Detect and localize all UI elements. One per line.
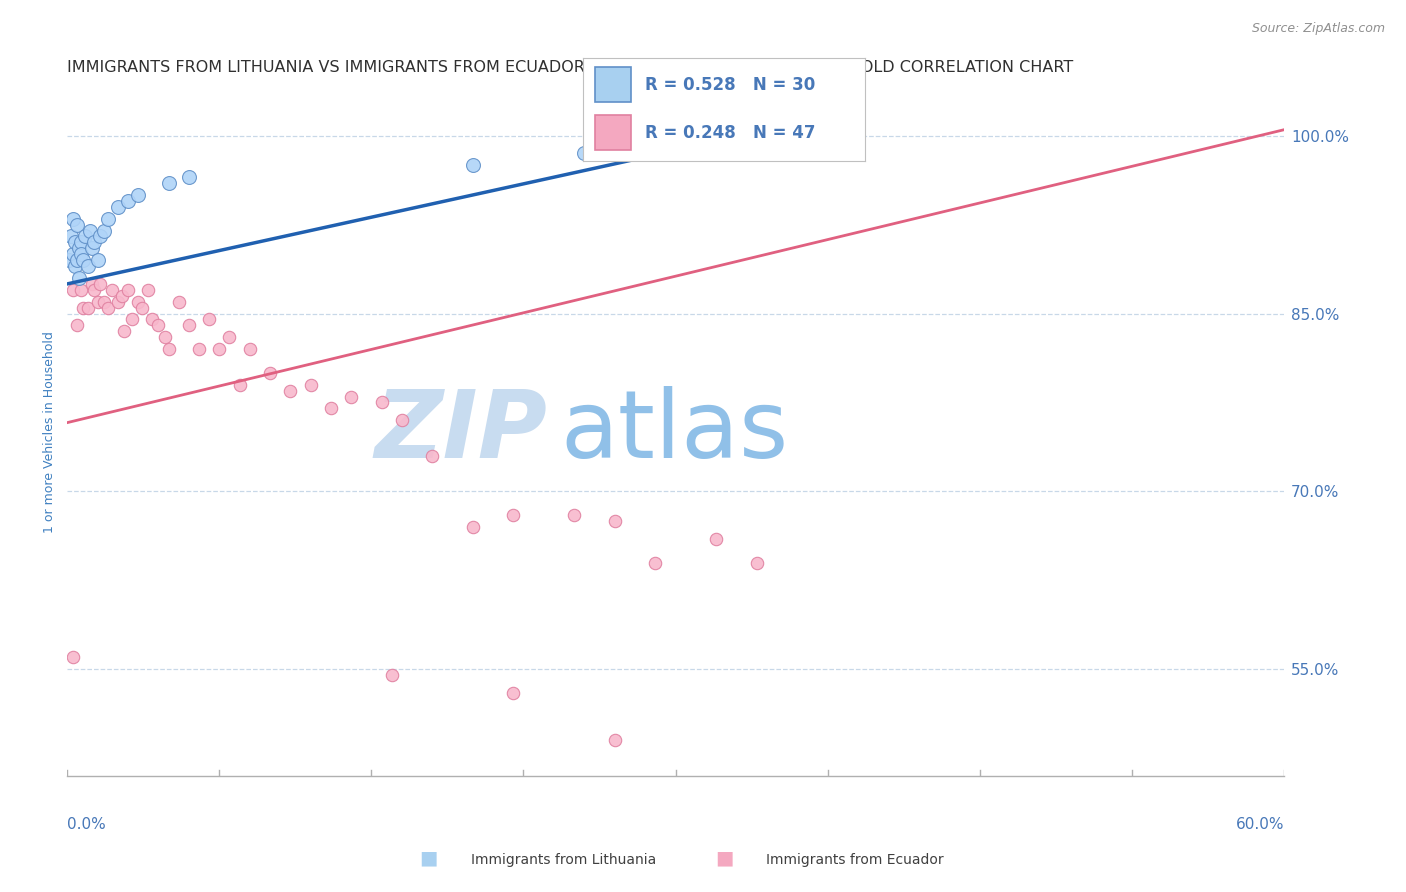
Point — [381, 668, 404, 682]
Point — [177, 318, 200, 333]
Text: ■: ■ — [419, 848, 439, 867]
Point — [93, 223, 115, 237]
Point — [745, 556, 768, 570]
Point — [66, 253, 89, 268]
Point — [65, 235, 87, 250]
Text: R = 0.528   N = 30: R = 0.528 N = 30 — [645, 76, 815, 94]
Point — [67, 241, 90, 255]
Point — [97, 301, 120, 315]
Point — [62, 247, 84, 261]
Point — [107, 294, 129, 309]
Point — [704, 532, 727, 546]
Point — [67, 271, 90, 285]
Point — [75, 229, 97, 244]
Point — [188, 342, 211, 356]
Point — [66, 318, 89, 333]
Point — [76, 259, 98, 273]
Text: Source: ZipAtlas.com: Source: ZipAtlas.com — [1251, 22, 1385, 36]
Point — [72, 301, 94, 315]
Point — [80, 277, 103, 291]
Point — [138, 283, 160, 297]
Text: 0.0%: 0.0% — [67, 817, 105, 832]
Point — [86, 294, 108, 309]
Point — [461, 158, 484, 172]
Point — [76, 301, 98, 315]
Point — [644, 556, 666, 570]
Point — [141, 312, 163, 326]
Point — [89, 229, 111, 244]
Y-axis label: 1 or more Vehicles in Household: 1 or more Vehicles in Household — [44, 331, 56, 533]
Point — [97, 211, 120, 226]
Point — [62, 211, 84, 226]
Point — [60, 229, 83, 244]
Point — [80, 241, 103, 255]
Point — [127, 294, 149, 309]
Point — [562, 508, 585, 522]
Point — [117, 283, 139, 297]
Point — [153, 330, 176, 344]
Point — [208, 342, 231, 356]
Point — [177, 170, 200, 185]
Point — [62, 283, 84, 297]
Text: Immigrants from Lithuania: Immigrants from Lithuania — [471, 853, 657, 867]
Point — [461, 520, 484, 534]
Point — [198, 312, 221, 326]
Text: R = 0.248   N = 47: R = 0.248 N = 47 — [645, 124, 815, 142]
Point — [370, 395, 392, 409]
Text: IMMIGRANTS FROM LITHUANIA VS IMMIGRANTS FROM ECUADOR 1 OR MORE VEHICLES IN HOUSE: IMMIGRANTS FROM LITHUANIA VS IMMIGRANTS … — [67, 60, 1074, 75]
Point — [121, 312, 143, 326]
Point — [157, 342, 180, 356]
Point — [62, 650, 84, 665]
Point — [704, 140, 727, 154]
Point — [218, 330, 240, 344]
Point — [58, 253, 80, 268]
Point — [420, 449, 443, 463]
Point — [340, 390, 363, 404]
Point — [79, 223, 101, 237]
Point — [111, 289, 134, 303]
Point — [83, 283, 105, 297]
FancyBboxPatch shape — [595, 67, 631, 102]
FancyBboxPatch shape — [595, 115, 631, 150]
Point — [70, 235, 93, 250]
Point — [107, 200, 129, 214]
Point — [157, 176, 180, 190]
Text: Immigrants from Ecuador: Immigrants from Ecuador — [766, 853, 943, 867]
Point — [127, 188, 149, 202]
Point — [65, 259, 87, 273]
Point — [259, 366, 281, 380]
Text: ZIP: ZIP — [375, 386, 548, 478]
Point — [131, 301, 153, 315]
Point — [299, 377, 322, 392]
Point — [228, 377, 250, 392]
Point — [70, 247, 93, 261]
Text: atlas: atlas — [560, 386, 789, 478]
Point — [66, 218, 89, 232]
Point — [574, 146, 596, 161]
Text: ■: ■ — [714, 848, 734, 867]
Point — [83, 235, 105, 250]
Point — [72, 253, 94, 268]
Point — [603, 733, 626, 747]
Point — [86, 253, 108, 268]
Point — [239, 342, 262, 356]
Point — [112, 324, 135, 338]
Point — [93, 294, 115, 309]
Point — [70, 283, 93, 297]
Text: 60.0%: 60.0% — [1236, 817, 1284, 832]
Point — [502, 686, 524, 700]
Point — [89, 277, 111, 291]
Point — [148, 318, 170, 333]
Point — [278, 384, 301, 398]
Point — [117, 194, 139, 208]
Point — [319, 401, 342, 416]
Point — [391, 413, 413, 427]
Point — [101, 283, 124, 297]
Point — [502, 508, 524, 522]
Point — [167, 294, 190, 309]
Point — [603, 514, 626, 528]
